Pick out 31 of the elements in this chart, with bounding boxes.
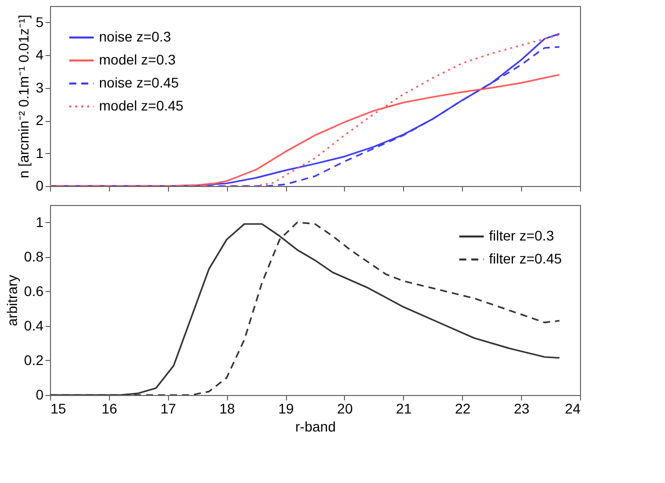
x-tick-label: 21 xyxy=(396,400,412,416)
y-tick-label: 0 xyxy=(36,178,44,194)
x-tick-label: 24 xyxy=(564,400,581,416)
y-tick-label: 1 xyxy=(36,144,44,161)
legend-label: model z=0.3 xyxy=(99,52,176,68)
x-tick-label: 23 xyxy=(514,400,530,416)
legend-label: filter z=0.45 xyxy=(489,250,562,266)
y-tick-label: 0.2 xyxy=(24,352,44,368)
y-tick-label: 1 xyxy=(36,214,44,230)
legend-label: filter z=0.3 xyxy=(489,228,554,244)
x-axis-title: r-band xyxy=(295,418,336,434)
legend-label: noise z=0.3 xyxy=(99,28,172,44)
y-tick-label: 0.4 xyxy=(24,317,44,334)
x-tick-label: 22 xyxy=(454,400,471,416)
x-tick-label: 15 xyxy=(50,400,66,416)
y-axis-title: n [arcmin⁻² 0.1m⁻¹ 0.01z⁻¹] xyxy=(16,14,32,178)
y-tick-label: 2 xyxy=(36,112,44,128)
y-tick-label: 0 xyxy=(36,386,44,402)
x-tick-label: 16 xyxy=(102,400,118,416)
x-tick-label: 20 xyxy=(337,400,353,416)
x-tick-label: 19 xyxy=(278,400,294,416)
y-axis-title: arbitrary xyxy=(4,274,20,326)
y-tick-label: 3 xyxy=(36,79,44,96)
legend-label: model z=0.45 xyxy=(99,98,184,114)
y-tick-label: 4 xyxy=(36,46,44,63)
y-tick-label: 5 xyxy=(36,14,44,30)
y-tick-label: 0.6 xyxy=(24,282,44,299)
y-tick-label: 0.8 xyxy=(24,248,44,264)
x-tick-label: 18 xyxy=(219,400,236,416)
legend-label: noise z=0.45 xyxy=(99,74,179,90)
x-tick-label: 17 xyxy=(160,400,176,416)
